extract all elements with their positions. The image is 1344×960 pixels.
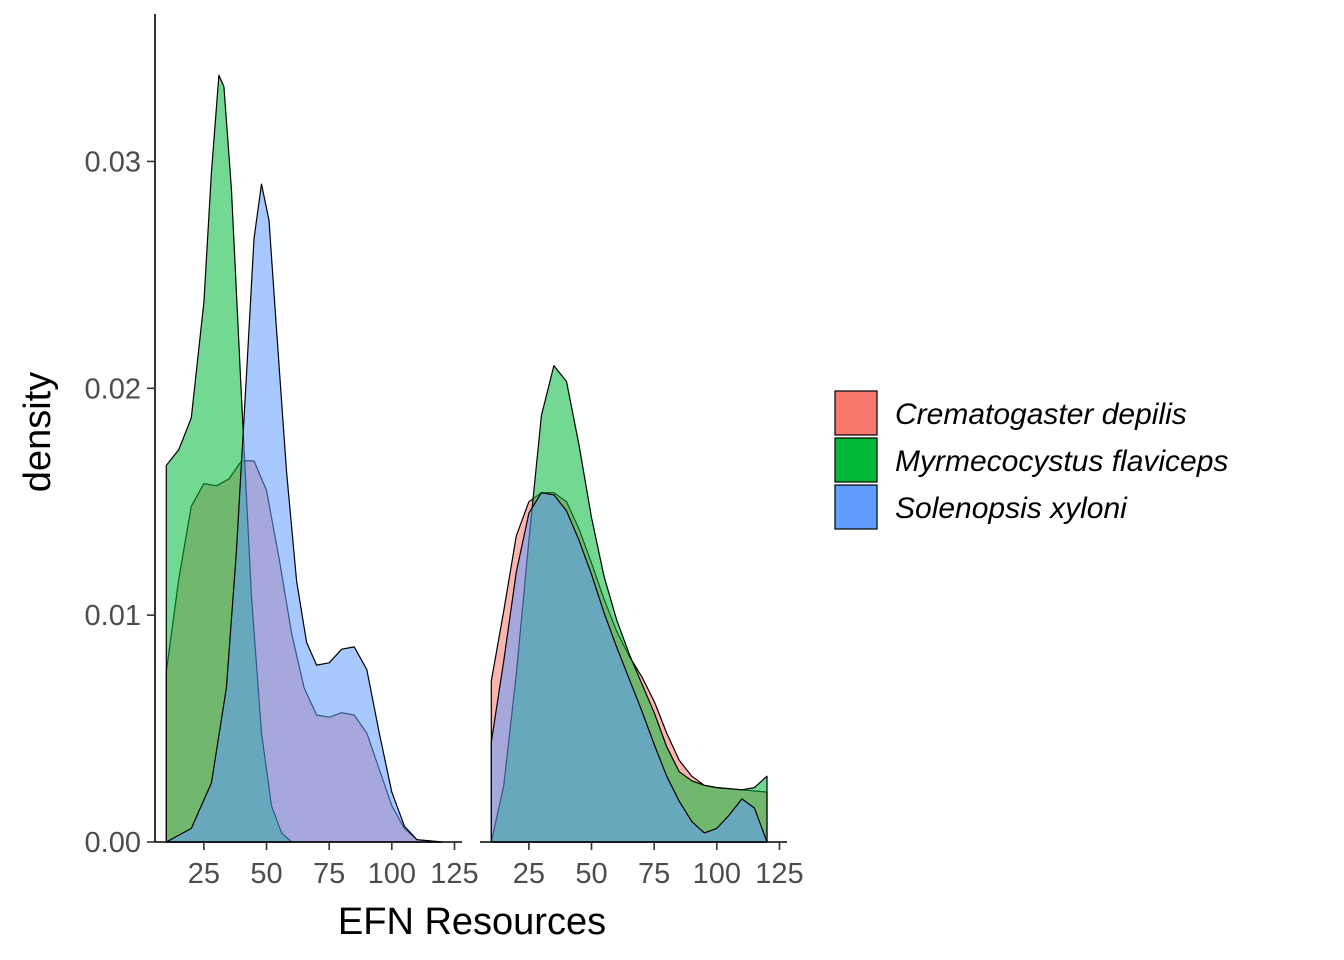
legend-key-crematogaster-depilis [834, 390, 878, 436]
density-area-solenopsis-xyloni-panel-2 [490, 492, 768, 843]
panel-2 [490, 365, 768, 843]
x-axis-title: EFN Resources [338, 901, 606, 943]
legend: Crematogaster depilis Myrmecocystus flavi… [834, 390, 1228, 530]
y-tick-label-3: 0.03 [85, 146, 141, 178]
axes-layer: 25 50 75 100 125 25 50 75 100 125 0.00 0.01 0.02 0.03 [85, 14, 804, 890]
legend-label-solenopsis-xyloni: Solenopsis xyloni [895, 492, 1128, 525]
y-tick-label-0: 0.00 [85, 827, 141, 859]
x-tick-label-panel-1-75: 75 [313, 858, 345, 890]
legend-label-crematogaster-depilis: Crematogaster depilis [895, 398, 1187, 431]
x-tick-label-panel-1-100: 100 [368, 858, 416, 890]
legend-key-myrmecocystus-flaviceps [834, 437, 878, 483]
legend-key-solenopsis-xyloni [834, 484, 878, 530]
density-area-solenopsis-xyloni-panel-1 [165, 183, 443, 843]
x-tick-label-panel-1-125: 125 [430, 858, 478, 890]
panel-1 [165, 74, 443, 843]
x-tick-label-panel-1-50: 50 [250, 858, 282, 890]
x-tick-label-panel-2-75: 75 [638, 858, 670, 890]
panels-layer [165, 74, 768, 843]
y-tick-label-2: 0.02 [85, 373, 141, 405]
x-tick-label-panel-2-100: 100 [693, 858, 741, 890]
y-tick-label-1: 0.01 [85, 600, 141, 632]
x-tick-label-panel-1-25: 25 [188, 858, 220, 890]
x-tick-label-panel-2-50: 50 [575, 858, 607, 890]
x-tick-label-panel-2-25: 25 [513, 858, 545, 890]
legend-label-myrmecocystus-flaviceps: Myrmecocystus flaviceps [895, 445, 1228, 478]
x-tick-label-panel-2-125: 125 [755, 858, 803, 890]
y-axis-title: density [17, 372, 59, 492]
